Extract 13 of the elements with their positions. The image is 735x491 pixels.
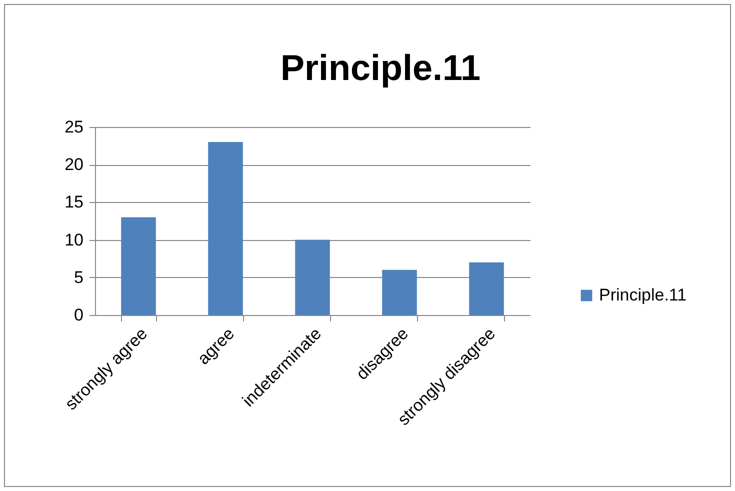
y-tick-label: 5 — [74, 268, 84, 287]
bar — [382, 270, 417, 315]
y-tick-label: 15 — [64, 192, 84, 212]
bar — [469, 262, 504, 315]
chart-title: Principle.11 — [280, 47, 481, 88]
y-tick-label: 10 — [64, 230, 84, 250]
bar — [121, 217, 156, 315]
legend-label: Principle.11 — [599, 286, 687, 304]
y-tick-label: 20 — [64, 155, 84, 174]
bar — [295, 240, 330, 315]
y-tick-label: 0 — [74, 306, 84, 324]
bar — [208, 142, 243, 315]
y-tick-label: 25 — [64, 118, 84, 136]
